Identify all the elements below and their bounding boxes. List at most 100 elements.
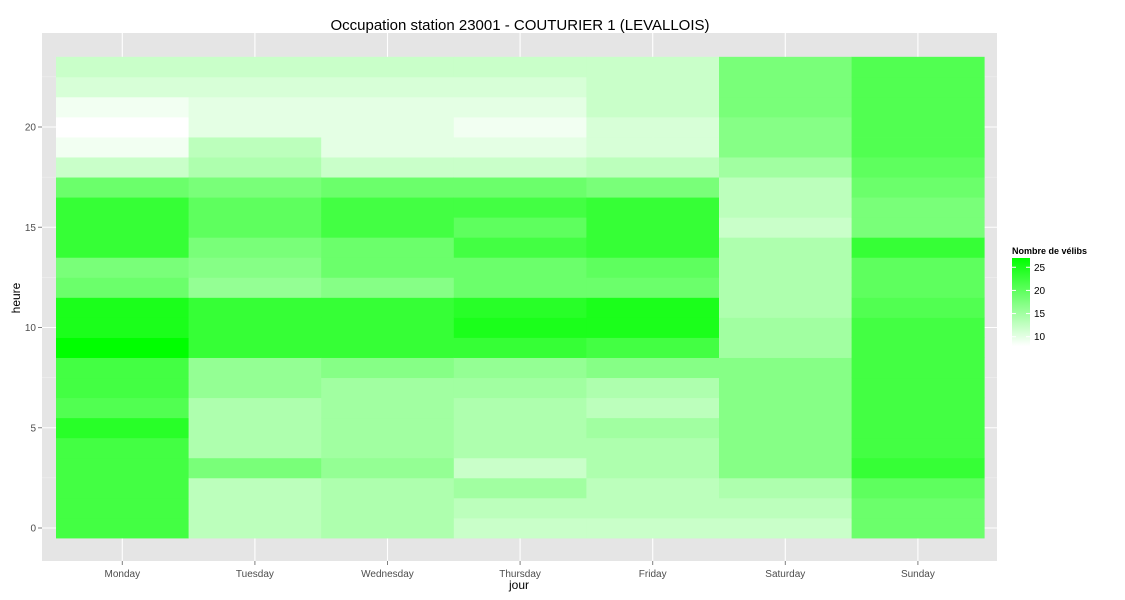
heatmap-cell xyxy=(188,457,322,479)
heatmap-cell xyxy=(851,477,985,499)
heatmap-cell xyxy=(56,116,189,138)
heatmap-cell xyxy=(719,277,852,298)
x-tick-label: Thursday xyxy=(499,569,541,580)
heatmap-cell xyxy=(719,197,852,218)
heatmap-cell xyxy=(719,177,852,198)
heatmap-cell xyxy=(453,56,587,78)
heatmap-cell xyxy=(453,257,587,278)
heatmap-cell xyxy=(321,477,455,499)
heatmap-cell xyxy=(56,56,189,78)
heatmap-cell xyxy=(56,237,189,258)
heatmap-cell xyxy=(188,157,322,178)
heatmap-cell xyxy=(188,297,322,318)
heatmap-cell xyxy=(188,197,322,218)
heatmap-cell xyxy=(321,337,455,358)
heatmap-cell xyxy=(719,357,852,379)
heatmap-cell xyxy=(851,337,985,358)
y-tick-label: 0 xyxy=(30,524,36,535)
heatmap-cell xyxy=(719,397,852,419)
heatmap-cell xyxy=(719,56,852,78)
heatmap-cell xyxy=(188,96,322,118)
heatmap-cell xyxy=(56,377,189,399)
x-tick-label: Friday xyxy=(639,569,667,580)
heatmap-cell xyxy=(56,357,189,379)
heatmap-cell xyxy=(586,116,720,138)
x-tick-label: Monday xyxy=(105,569,141,580)
heatmap-cell xyxy=(851,517,985,539)
heatmap-cell xyxy=(719,257,852,278)
heatmap-cell xyxy=(586,517,720,539)
heatmap-cell xyxy=(586,177,720,198)
heatmap-cell xyxy=(453,377,587,399)
heatmap-cell xyxy=(719,237,852,258)
heatmap-cell xyxy=(586,96,720,118)
heatmap-cell xyxy=(586,137,720,158)
heatmap-cell xyxy=(719,116,852,138)
heatmap-cell xyxy=(719,317,852,338)
legend-title: Nombre de vélibs xyxy=(1012,246,1087,256)
chart-title: Occupation station 23001 - COUTURIER 1 (… xyxy=(330,17,709,34)
y-tick-label: 20 xyxy=(25,123,37,134)
heatmap-cell xyxy=(586,56,720,78)
heatmap-cell xyxy=(719,76,852,98)
heatmap-cell xyxy=(321,217,455,238)
heatmap-cell xyxy=(586,437,720,459)
heatmap-cell xyxy=(321,517,455,539)
heatmap-cell xyxy=(586,477,720,499)
legend-label: 20 xyxy=(1034,286,1046,297)
heatmap-cell xyxy=(188,217,322,238)
heatmap-cell xyxy=(321,377,455,399)
heatmap-cell xyxy=(188,56,322,78)
heatmap-cell xyxy=(321,277,455,298)
heatmap-cell xyxy=(188,337,322,358)
heatmap-cell xyxy=(453,437,587,459)
heatmap-cell xyxy=(586,157,720,178)
heatmap-cell xyxy=(453,237,587,258)
heatmap-cell xyxy=(851,177,985,198)
heatmap-cell xyxy=(321,397,455,419)
heatmap-cell xyxy=(321,76,455,98)
heatmap-cell xyxy=(188,177,322,198)
heatmap-tiles xyxy=(56,56,985,539)
heatmap-cell xyxy=(586,277,720,298)
heatmap-cell xyxy=(586,317,720,338)
heatmap-cell xyxy=(56,477,189,499)
heatmap-cell xyxy=(188,257,322,278)
heatmap-cell xyxy=(188,357,322,379)
heatmap-cell xyxy=(321,257,455,278)
heatmap-cell xyxy=(851,56,985,78)
heatmap-cell xyxy=(586,397,720,419)
heatmap-cell xyxy=(188,497,322,519)
heatmap-cell xyxy=(321,457,455,479)
heatmap-cell xyxy=(851,76,985,98)
heatmap-cell xyxy=(321,137,455,158)
heatmap-cell xyxy=(719,437,852,459)
heatmap-cell xyxy=(719,457,852,479)
heatmap-cell xyxy=(56,157,189,178)
heatmap-cell xyxy=(851,357,985,379)
heatmap-cell xyxy=(453,177,587,198)
heatmap-cell xyxy=(586,197,720,218)
heatmap-cell xyxy=(321,197,455,218)
heatmap-cell xyxy=(586,237,720,258)
heatmap-cell xyxy=(188,517,322,539)
heatmap-cell xyxy=(56,257,189,278)
heatmap-cell xyxy=(453,96,587,118)
legend-label: 10 xyxy=(1034,332,1046,343)
heatmap-cell xyxy=(453,297,587,318)
heatmap-cell xyxy=(851,437,985,459)
y-axis-title: heure xyxy=(9,282,23,313)
x-axis-title: jour xyxy=(508,578,529,592)
heatmap-cell xyxy=(586,357,720,379)
heatmap-cell xyxy=(188,317,322,338)
heatmap-cell xyxy=(851,217,985,238)
heatmap-cell xyxy=(188,237,322,258)
x-tick-label: Saturday xyxy=(765,569,805,580)
heatmap-cell xyxy=(586,497,720,519)
heatmap-cell xyxy=(56,317,189,338)
heatmap-cell xyxy=(56,217,189,238)
heatmap-cell xyxy=(719,477,852,499)
heatmap-cell xyxy=(188,137,322,158)
legend-colorbar xyxy=(1012,258,1030,346)
